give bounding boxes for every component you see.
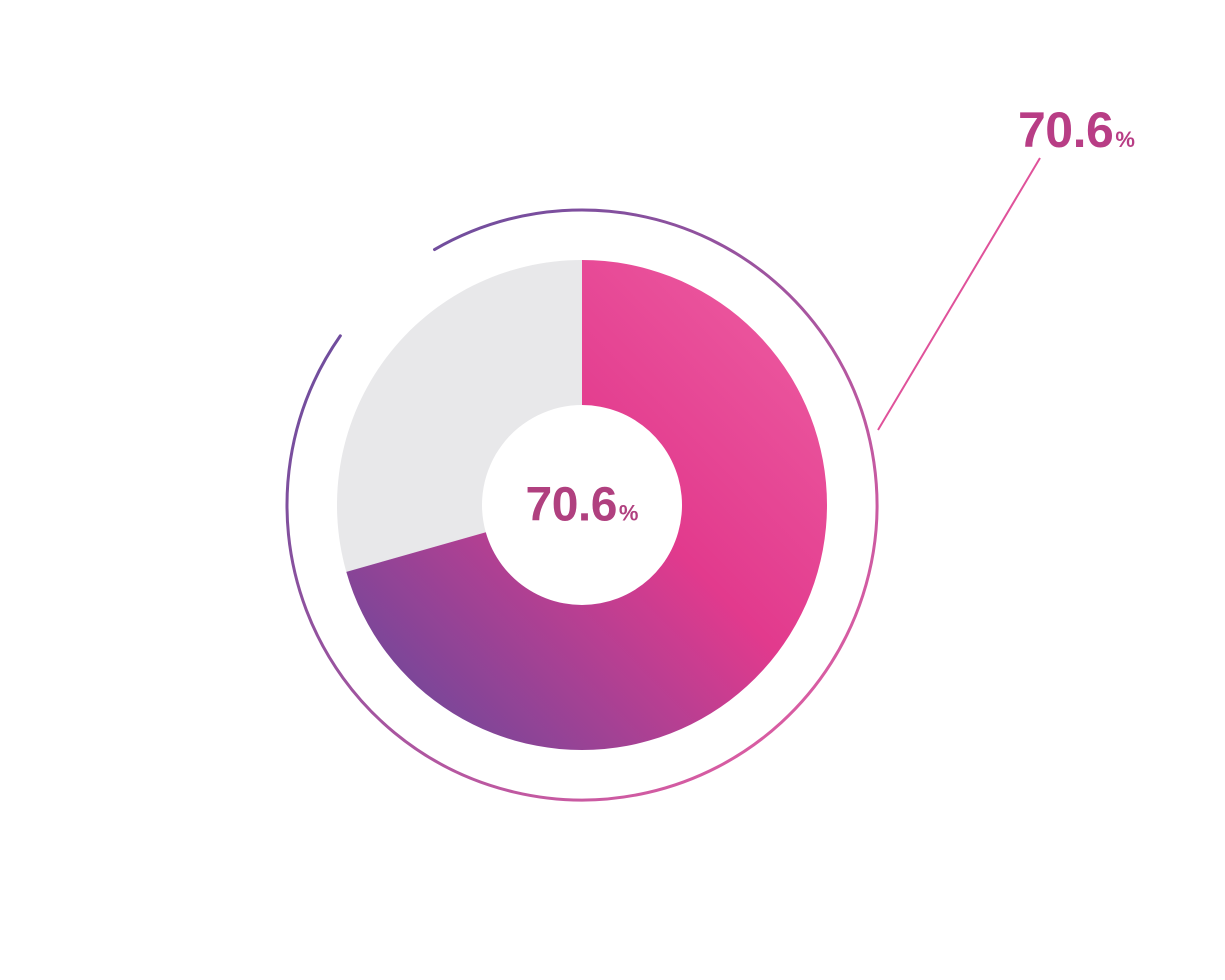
callout-value: 70.6 bbox=[1018, 102, 1113, 158]
callout-percentage-label: 70.6% bbox=[1018, 101, 1135, 159]
callout-leader-line bbox=[878, 158, 1040, 430]
center-value: 70.6 bbox=[526, 479, 617, 532]
callout-percent-symbol: % bbox=[1115, 127, 1135, 152]
center-percentage-label: 70.6% bbox=[526, 478, 639, 533]
infographic-canvas: 70.6% 70.6% bbox=[0, 0, 1225, 980]
center-percent-symbol: % bbox=[619, 501, 639, 526]
